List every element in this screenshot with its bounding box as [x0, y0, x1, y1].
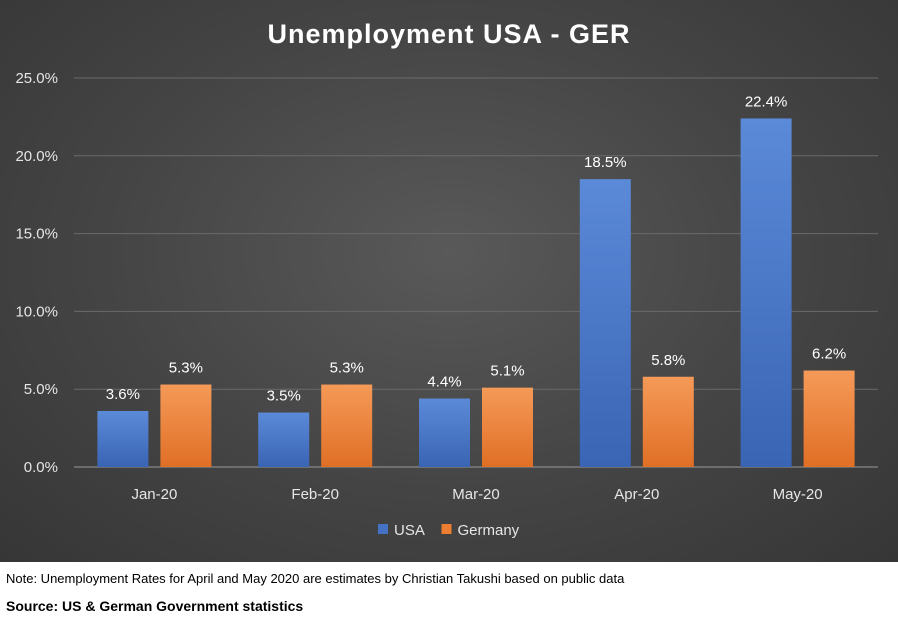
chart-svg: Unemployment USA - GER 0.0% 5.0% 10.0% 15.0…	[15, 19, 878, 539]
x-tick-label: Jan-20	[131, 486, 177, 503]
footnote-text: Note: Unemployment Rates for April and M…	[6, 571, 625, 586]
legend: USA Germany	[378, 522, 520, 539]
x-axis-ticks: Jan-20 Feb-20 Mar-20 Apr-20 May-20	[131, 486, 822, 503]
bar-usa-jan-20	[97, 410, 149, 467]
legend-swatch-usa	[378, 524, 388, 534]
legend-swatch-germany	[441, 524, 452, 534]
y-tick-label: 0.0%	[24, 459, 58, 476]
chart-panel: Unemployment USA - GER 0.0% 5.0% 10.0% 15.0…	[0, 0, 898, 562]
bar-germany-apr-20	[642, 376, 694, 467]
bar-usa-mar-20	[419, 398, 470, 467]
bar-usa-apr-20	[579, 179, 631, 467]
y-tick-label: 10.0%	[15, 303, 58, 320]
bar-usa-may-20	[740, 118, 792, 468]
data-labels: 3.6% 5.3% 3.5% 5.3% 4.4% 5.1% 18.5% 5.8% 22.4% 6.…	[106, 93, 846, 404]
y-axis-ticks: 0.0% 5.0% 10.0% 15.0% 20.0% 25.0%	[15, 70, 58, 476]
data-label: 5.1%	[490, 363, 524, 380]
y-tick-label: 20.0%	[15, 148, 58, 165]
data-label: 18.5%	[584, 154, 627, 171]
data-label: 5.3%	[330, 360, 364, 377]
x-tick-label: Feb-20	[291, 486, 339, 503]
bars	[97, 118, 855, 468]
x-tick-label: Mar-20	[452, 486, 500, 503]
x-tick-label: Apr-20	[614, 486, 659, 503]
data-label: 22.4%	[745, 93, 788, 110]
data-label: 3.6%	[106, 386, 140, 403]
data-label: 4.4%	[427, 374, 461, 391]
data-label: 5.8%	[651, 352, 685, 369]
data-label: 5.3%	[169, 360, 203, 377]
y-tick-label: 25.0%	[15, 70, 58, 87]
bar-germany-jan-20	[160, 384, 212, 467]
x-tick-label: May-20	[773, 486, 823, 503]
bar-germany-feb-20	[321, 384, 373, 467]
chart-title: Unemployment USA - GER	[267, 19, 630, 49]
y-tick-label: 5.0%	[24, 381, 58, 398]
y-tick-label: 15.0%	[15, 226, 58, 243]
bar-germany-mar-20	[482, 387, 533, 467]
data-label: 6.2%	[812, 346, 846, 363]
source-text: Source: US & German Government statistic…	[6, 598, 304, 614]
legend-label-usa: USA	[394, 522, 425, 539]
data-label: 3.5%	[267, 388, 301, 405]
legend-label-germany: Germany	[458, 522, 520, 539]
bar-usa-feb-20	[258, 412, 310, 467]
bar-germany-may-20	[803, 370, 855, 467]
